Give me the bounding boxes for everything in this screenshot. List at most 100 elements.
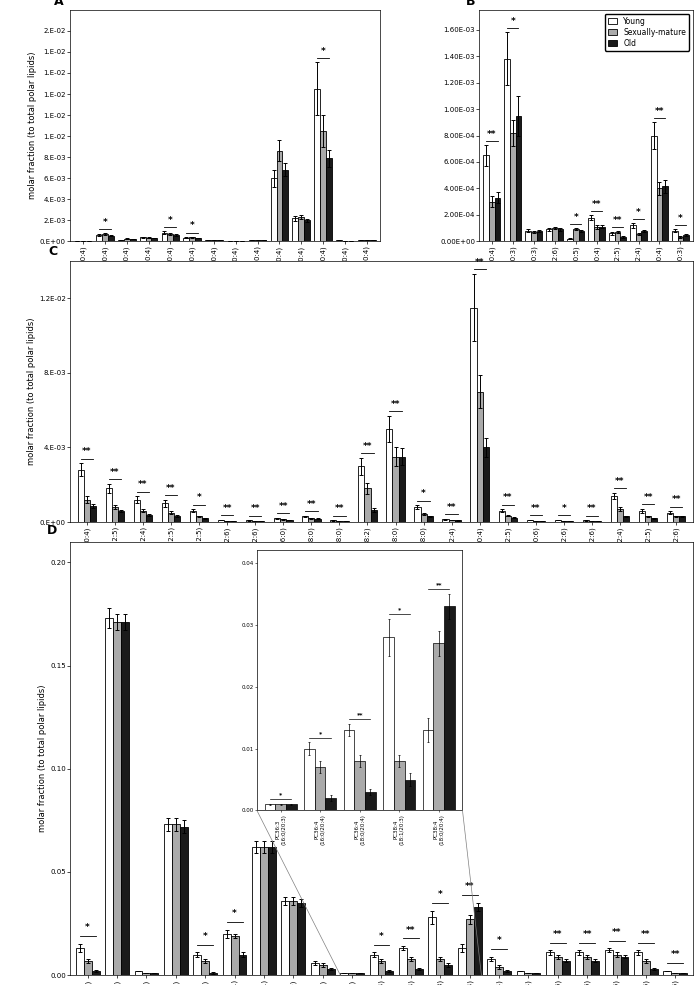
Legend: Young, Sexually-mature, Old: Young, Sexually-mature, Old (605, 14, 690, 50)
Bar (483, 447, 489, 522)
Bar (554, 520, 561, 522)
Text: **: ** (643, 493, 653, 502)
Bar (217, 240, 223, 241)
Bar (558, 230, 564, 241)
Bar (503, 971, 511, 975)
Bar (650, 969, 658, 975)
Bar (651, 136, 657, 241)
Bar (609, 233, 615, 241)
Bar (612, 954, 621, 975)
Bar (151, 238, 158, 241)
Bar (252, 847, 260, 975)
Bar (539, 521, 545, 522)
Bar (108, 235, 113, 241)
Bar (209, 973, 217, 975)
Bar (201, 960, 209, 975)
Bar (356, 973, 364, 975)
Bar (260, 240, 267, 241)
Text: **: ** (251, 504, 260, 513)
Text: *: * (232, 909, 237, 918)
Bar (304, 221, 310, 241)
Bar (611, 495, 617, 522)
Bar (617, 509, 623, 522)
Bar (516, 115, 522, 241)
Text: *: * (102, 218, 107, 228)
Bar (511, 517, 517, 522)
Text: **: ** (223, 504, 232, 513)
Bar (195, 237, 201, 241)
Bar (174, 516, 181, 522)
Bar (455, 520, 461, 522)
Bar (140, 237, 146, 241)
Bar (662, 186, 668, 241)
Text: **: ** (475, 258, 484, 267)
Text: *: * (438, 890, 442, 899)
Bar (615, 232, 620, 241)
Y-axis label: molar fraction (to total polar lipids): molar fraction (to total polar lipids) (38, 685, 48, 832)
Bar (298, 903, 305, 975)
Bar (533, 973, 540, 975)
Bar (293, 218, 298, 241)
Text: **: ** (138, 481, 148, 490)
Text: **: ** (487, 129, 496, 139)
Bar (326, 159, 332, 241)
Bar (678, 236, 683, 241)
Bar (167, 234, 174, 241)
Bar (657, 188, 662, 241)
Bar (510, 133, 516, 241)
Bar (172, 824, 180, 975)
Bar (327, 969, 335, 975)
Bar (594, 227, 599, 241)
Bar (348, 973, 356, 975)
Bar (399, 949, 407, 975)
Bar (130, 239, 136, 241)
Bar (230, 521, 237, 522)
Bar (620, 237, 626, 241)
Bar (407, 958, 415, 975)
Bar (679, 516, 685, 522)
Text: *: * (190, 222, 195, 230)
Bar (641, 231, 647, 241)
Text: **: ** (363, 441, 372, 451)
Bar (96, 235, 102, 241)
Bar (196, 516, 202, 522)
Bar (386, 971, 393, 975)
Bar (205, 240, 211, 241)
Text: **: ** (465, 883, 475, 891)
Bar (415, 969, 423, 975)
Bar (365, 489, 370, 522)
Bar (442, 519, 449, 522)
Bar (578, 231, 584, 241)
Text: **: ** (110, 468, 120, 477)
Bar (583, 956, 592, 975)
Y-axis label: molar fraction (to total polar lipids): molar fraction (to total polar lipids) (28, 52, 37, 199)
Bar (377, 960, 386, 975)
Text: C: C (48, 245, 57, 258)
Text: *: * (379, 932, 384, 941)
Bar (118, 240, 124, 241)
Bar (573, 230, 578, 241)
Text: **: ** (654, 107, 664, 116)
Bar (575, 952, 583, 975)
Bar (567, 521, 573, 522)
Text: **: ** (671, 495, 681, 504)
Text: *: * (678, 214, 682, 224)
Bar (330, 520, 336, 522)
Bar (239, 954, 246, 975)
Bar (592, 960, 599, 975)
Bar (168, 513, 174, 522)
Bar (193, 954, 201, 975)
Text: *: * (510, 17, 515, 26)
Text: **: ** (406, 926, 416, 935)
Bar (436, 958, 445, 975)
Bar (489, 202, 495, 241)
Bar (487, 958, 495, 975)
Bar (683, 234, 689, 241)
Bar (642, 960, 650, 975)
Text: **: ** (587, 504, 596, 513)
Text: *: * (197, 493, 202, 502)
Bar (281, 901, 289, 975)
Text: **: ** (582, 930, 592, 939)
Bar (498, 511, 505, 522)
Text: **: ** (671, 950, 680, 959)
